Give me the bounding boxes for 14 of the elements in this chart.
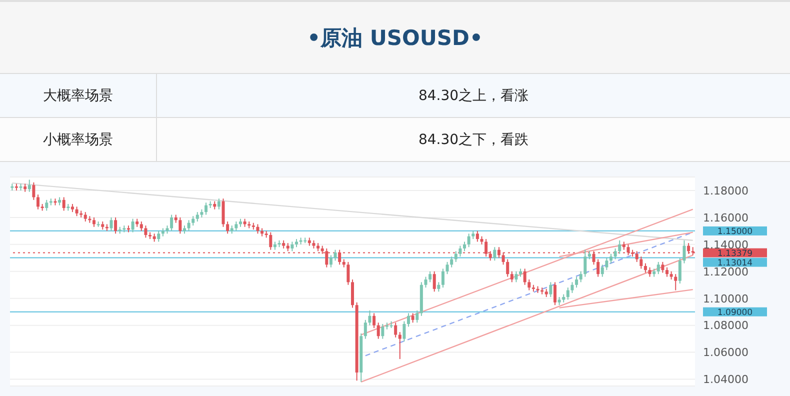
ref-line-label: 1.15000 [717, 226, 753, 237]
y-tick-label: 1.04000 [703, 373, 748, 386]
y-tick-label: 1.16000 [703, 211, 748, 224]
chart-title: •原油 USOUSD• [307, 24, 483, 52]
text: 84.30之上，看涨 [417, 86, 530, 106]
ref-line-label: 1.09000 [717, 308, 753, 318]
y-tick-label: 1.10000 [703, 292, 748, 306]
y-tick-label: 1.06000 [703, 346, 748, 360]
y-tick-label: 1.18000 [703, 184, 748, 198]
text: 84.30之下，看跌 [417, 130, 530, 150]
ref-line-label: 1.13379 [717, 248, 753, 259]
text: 小概率场景 [0, 118, 157, 161]
y-tick-label: 1.08000 [703, 319, 748, 332]
text: 大概率场景 [0, 74, 157, 117]
